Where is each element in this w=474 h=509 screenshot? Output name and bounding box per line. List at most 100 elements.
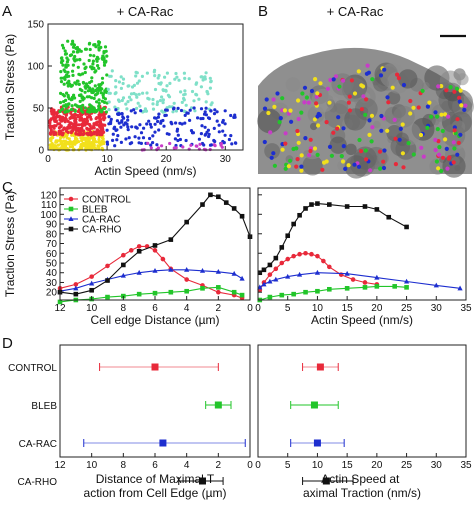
scatter-point — [78, 87, 82, 91]
data-point — [73, 291, 79, 297]
tracked-point — [457, 95, 462, 100]
legend-marker — [68, 216, 74, 221]
data-point — [223, 200, 229, 205]
tracked-point — [400, 151, 405, 156]
scatter-point — [100, 146, 104, 150]
texture-blob — [310, 122, 318, 131]
data-point — [362, 204, 368, 209]
scatter-point — [88, 47, 92, 52]
scatter-point — [65, 129, 69, 133]
tracked-point — [378, 166, 383, 171]
scatter-point — [153, 74, 157, 78]
tracked-point — [433, 110, 438, 115]
tracked-point — [360, 84, 366, 89]
scatter-point — [161, 101, 165, 105]
tracked-point — [312, 146, 318, 151]
scatter-point — [92, 138, 97, 143]
x-tick-label: 20 — [161, 154, 173, 165]
y-tick-label: 30 — [46, 278, 58, 289]
scatter-point — [73, 119, 77, 123]
scatter-point — [71, 39, 75, 43]
scatter-point — [140, 74, 144, 78]
scatter-point — [175, 75, 179, 79]
tracked-point — [283, 131, 288, 136]
tracked-point — [286, 164, 291, 169]
data-point — [362, 280, 368, 285]
panel-b-title: + CA-Rac — [327, 4, 384, 19]
scatter-point — [229, 134, 233, 138]
y-tick-label: 50 — [33, 104, 45, 115]
tracked-point — [370, 125, 375, 130]
x-tick-label: 30 — [431, 460, 443, 471]
scatter-point — [183, 76, 187, 80]
tracked-point — [456, 140, 461, 145]
scatter-point — [202, 147, 206, 151]
scatter-point — [89, 126, 93, 130]
scatter-point — [82, 121, 86, 125]
data-point — [362, 285, 368, 290]
tracked-point — [282, 108, 287, 113]
x-tick-label: 15 — [342, 303, 354, 314]
scatter-point — [110, 69, 114, 73]
scatter-point — [199, 107, 204, 111]
data-point — [309, 251, 314, 257]
tracked-point — [436, 84, 441, 89]
tracked-point — [452, 125, 457, 130]
texture-blob — [344, 155, 368, 179]
scatter-point — [190, 89, 195, 94]
scatter-point — [164, 113, 168, 117]
scatter-point — [145, 122, 149, 126]
scatter-point — [63, 144, 67, 148]
tracked-point — [329, 153, 334, 158]
tracked-point — [457, 99, 462, 104]
scatter-point — [74, 141, 78, 145]
y-tick-label: 100 — [27, 62, 44, 73]
scatter-point — [174, 109, 178, 113]
tracked-point — [437, 145, 442, 150]
tracked-point — [296, 140, 301, 145]
tracked-point — [296, 98, 301, 103]
scatter-point — [124, 137, 128, 141]
scatter-point — [101, 95, 106, 100]
scatter-cluster-3 — [106, 68, 214, 114]
scatter-point — [158, 98, 163, 103]
x-tick-label: 12 — [54, 460, 66, 471]
data-point — [285, 273, 291, 279]
tracked-point — [451, 140, 456, 145]
data-point — [297, 251, 302, 257]
texture-blob — [390, 136, 411, 157]
tracked-point — [411, 152, 416, 157]
scatter-point — [97, 46, 101, 51]
y-tick-label: 110 — [41, 200, 57, 211]
x-tick-label: 8 — [121, 460, 127, 471]
tracked-point — [299, 164, 304, 169]
scatter-point — [68, 82, 72, 86]
scatter-point — [91, 62, 95, 66]
scatter-point — [92, 132, 96, 136]
tracked-point — [411, 105, 416, 110]
tracked-point — [300, 91, 305, 96]
tracked-point — [385, 95, 390, 100]
scatter-point — [81, 141, 85, 146]
scatter-point — [107, 122, 111, 126]
tracked-points — [262, 63, 468, 174]
scatter-point — [113, 92, 117, 96]
scatter-point — [90, 76, 94, 80]
scatter-point — [55, 139, 60, 143]
tracked-point — [452, 89, 457, 94]
scatter-point — [80, 124, 85, 128]
scatter-point — [116, 134, 120, 138]
data-point — [267, 294, 273, 300]
scatter-point — [70, 83, 74, 87]
scatter-point — [121, 96, 126, 100]
tracked-point — [367, 118, 372, 123]
scatter-point — [188, 108, 192, 112]
scatter-point — [111, 138, 115, 142]
scatter-point — [174, 121, 178, 125]
data-point — [261, 267, 267, 273]
scatter-point — [58, 109, 62, 114]
tracked-point — [308, 148, 313, 154]
scatter-point — [172, 107, 176, 111]
data-point — [121, 252, 126, 258]
tracked-point — [347, 108, 353, 113]
